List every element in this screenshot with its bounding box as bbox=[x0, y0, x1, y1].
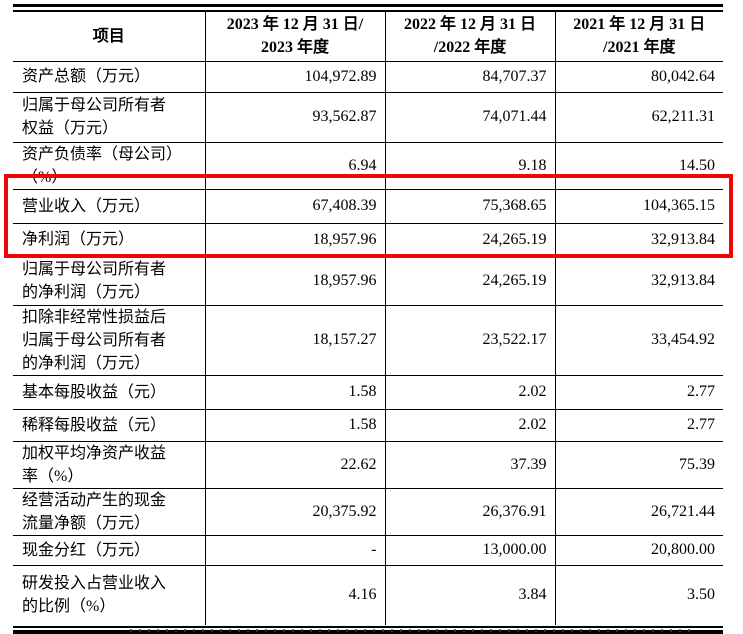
cell-2022: 9.18 bbox=[385, 142, 556, 190]
cell-2022: 84,707.37 bbox=[385, 61, 556, 93]
cell-2023: 18,957.96 bbox=[205, 256, 386, 306]
cell-2021: 62,211.31 bbox=[555, 92, 723, 143]
cell-2023: 1.58 bbox=[205, 375, 386, 410]
cell-2022: 24,265.19 bbox=[385, 256, 556, 306]
cell-2023: 67,408.39 bbox=[205, 189, 386, 224]
cell-2021: 2.77 bbox=[555, 409, 723, 442]
cell-2023: 93,562.87 bbox=[205, 92, 386, 143]
table-row: 扣除非经常性损益后 归属于母公司所有者 的净利润（万元） 18,157.27 2… bbox=[13, 305, 723, 376]
row-label: 扣除非经常性损益后 归属于母公司所有者 的净利润（万元） bbox=[13, 305, 206, 376]
cell-2021: 32,913.84 bbox=[555, 223, 723, 257]
row-label: 资产负债率（母公司） （%） bbox=[13, 142, 206, 190]
table-row-highlighted: 营业收入（万元） 67,408.39 75,368.65 104,365.15 bbox=[13, 189, 723, 224]
row-label: 基本每股收益（元） bbox=[13, 375, 206, 410]
row-label: 净利润（万元） bbox=[13, 223, 206, 257]
cell-2023: 22.62 bbox=[205, 441, 386, 489]
cell-2022: 23,522.17 bbox=[385, 305, 556, 376]
cell-2022: 24,265.19 bbox=[385, 223, 556, 257]
table-row-highlighted: 净利润（万元） 18,957.96 24,265.19 32,913.84 bbox=[13, 223, 723, 257]
cell-2023: - bbox=[205, 535, 386, 566]
column-header-2023: 2023 年 12 月 31 日/ 2023 年度 bbox=[205, 12, 386, 62]
table-row: 归属于母公司所有者 的净利润（万元） 18,957.96 24,265.19 3… bbox=[13, 256, 723, 306]
cutoff-text-fragment bbox=[130, 629, 690, 632]
table-row: 归属于母公司所有者 权益（万元） 93,562.87 74,071.44 62,… bbox=[13, 92, 723, 143]
row-label: 归属于母公司所有者 的净利润（万元） bbox=[13, 256, 206, 306]
cell-2021: 32,913.84 bbox=[555, 256, 723, 306]
cell-2022: 75,368.65 bbox=[385, 189, 556, 224]
header-row: 项目 2023 年 12 月 31 日/ 2023 年度 2022 年 12 月… bbox=[13, 12, 723, 62]
cell-2021: 104,365.15 bbox=[555, 189, 723, 224]
column-header-2022: 2022 年 12 月 31 日 /2022 年度 bbox=[385, 12, 556, 62]
cell-2021: 14.50 bbox=[555, 142, 723, 190]
cell-2022: 37.39 bbox=[385, 441, 556, 489]
cell-2021: 75.39 bbox=[555, 441, 723, 489]
row-label: 研发投入占营业收入 的比例（%） bbox=[13, 565, 206, 625]
row-label: 归属于母公司所有者 权益（万元） bbox=[13, 92, 206, 143]
financial-summary-table: 项目 2023 年 12 月 31 日/ 2023 年度 2022 年 12 月… bbox=[13, 4, 723, 634]
column-header-2021: 2021 年 12 月 31 日 /2021 年度 bbox=[555, 12, 723, 62]
row-label: 现金分红（万元） bbox=[13, 535, 206, 566]
financial-table: 项目 2023 年 12 月 31 日/ 2023 年度 2022 年 12 月… bbox=[13, 12, 723, 625]
cell-2022: 26,376.91 bbox=[385, 488, 556, 536]
row-label: 资产总额（万元） bbox=[13, 61, 206, 93]
cell-2023: 4.16 bbox=[205, 565, 386, 625]
cell-2021: 3.50 bbox=[687, 586, 715, 604]
table-row: 加权平均净资产收益 率（%） 22.62 37.39 75.39 bbox=[13, 441, 723, 489]
table-row: 资产负债率（母公司） （%） 6.94 9.18 14.50 bbox=[13, 142, 723, 190]
cell-2023: 18,957.96 bbox=[205, 223, 386, 257]
cell-2021: 2.77 bbox=[555, 375, 723, 410]
table-row: 现金分红（万元） - 13,000.00 20,800.00 bbox=[13, 535, 723, 566]
cell-2021: 20,800.00 bbox=[555, 535, 723, 566]
cell-2022: 3.84 bbox=[385, 565, 556, 625]
cell-2023: 6.94 bbox=[205, 142, 386, 190]
table-row: 稀释每股收益（元） 1.58 2.02 2.77 bbox=[13, 409, 723, 442]
cell-2021: 80,042.64 bbox=[555, 61, 723, 93]
cell-2022: 13,000.00 bbox=[385, 535, 556, 566]
table-row: 基本每股收益（元） 1.58 2.02 2.77 bbox=[13, 375, 723, 410]
cell-2021: 26,721.44 bbox=[555, 488, 723, 536]
cell-2022: 74,071.44 bbox=[385, 92, 556, 143]
cell-2022: 2.02 bbox=[385, 409, 556, 442]
cell-2023: 20,375.92 bbox=[205, 488, 386, 536]
row-label: 加权平均净资产收益 率（%） bbox=[13, 441, 206, 489]
row-label: 经营活动产生的现金 流量净额（万元） bbox=[13, 488, 206, 536]
cell-2023: 18,157.27 bbox=[205, 305, 386, 376]
table-row: 经营活动产生的现金 流量净额（万元） 20,375.92 26,376.91 2… bbox=[13, 488, 723, 536]
table-row: 研发投入占营业收入 的比例（%） 4.16 3.84 3.50 bbox=[13, 565, 723, 625]
row-label: 稀释每股收益（元） bbox=[13, 409, 206, 442]
cell-2023: 104,972.89 bbox=[205, 61, 386, 93]
table-top-rule-thin bbox=[13, 10, 723, 12]
table-bottom-rule-thin bbox=[13, 626, 723, 628]
cell-2022: 2.02 bbox=[385, 375, 556, 410]
cell-2021: 33,454.92 bbox=[555, 305, 723, 376]
column-header-item: 项目 bbox=[13, 12, 206, 62]
table-top-rule-thick bbox=[13, 4, 723, 7]
table-row: 资产总额（万元） 104,972.89 84,707.37 80,042.64 bbox=[13, 61, 723, 93]
cell-2023: 1.58 bbox=[205, 409, 386, 442]
row-label: 营业收入（万元） bbox=[13, 189, 206, 224]
